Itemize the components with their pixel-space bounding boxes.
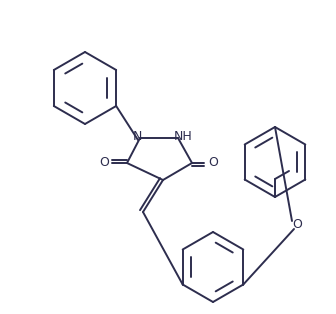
- Text: N: N: [132, 129, 142, 143]
- Text: O: O: [292, 219, 302, 231]
- Text: NH: NH: [174, 129, 193, 143]
- Text: O: O: [99, 156, 109, 170]
- Text: O: O: [208, 156, 218, 170]
